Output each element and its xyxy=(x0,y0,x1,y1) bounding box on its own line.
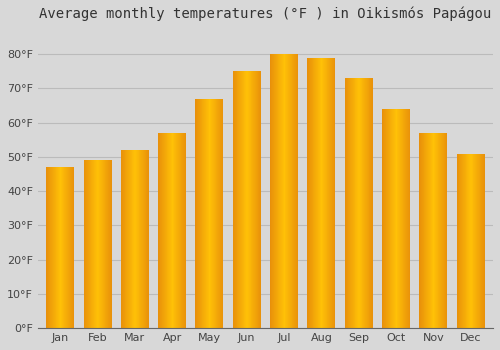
Title: Average monthly temperatures (°F ) in Oikismós Papágou: Average monthly temperatures (°F ) in Oi… xyxy=(40,7,492,21)
